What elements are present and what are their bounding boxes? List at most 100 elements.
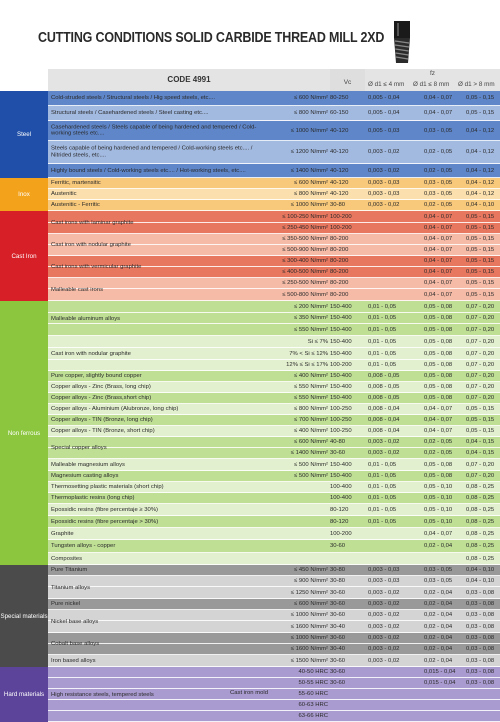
table-row: Cold-struded steels / Structural steels … (48, 91, 500, 106)
condition: Si ≤ 7% (307, 338, 328, 345)
fz-d1-gt8: 0,04 - 0,12 (466, 127, 495, 134)
fz-d1-gt8: 0,04 - 0,10 (466, 201, 495, 208)
table-row: Tungsten alloys - copper 30-60 0,02 - 0,04… (48, 540, 500, 553)
vc-value: 80-200 (330, 257, 349, 264)
condition: ≤ 1600 N/mm² (290, 645, 328, 652)
fz-d1-le8: 0,05 - 0,08 (424, 350, 453, 357)
fz-d1-le4: 0,008 - 0,04 (368, 427, 400, 434)
d1-le4-header: Ø d1 ≤ 4 mm (368, 81, 405, 88)
material-label: Austenitic (51, 190, 77, 197)
condition: ≤ 250-450 N/mm² (282, 224, 328, 231)
fz-d1-le4: 0,003 - 0,02 (368, 600, 400, 607)
material-label: Highly bound steels / Cold-working steel… (51, 167, 246, 174)
material-label: Thermoplastic resins (long chip) (51, 494, 135, 501)
table-row: ≤ 1000 N/mm² 30-60 0,003 - 0,02 0,02 - 0,04… (48, 633, 500, 644)
condition: 50-55 HRC (298, 679, 328, 686)
material-label: Malleable magnesium alloys (51, 461, 125, 468)
group-name: Non ferrous (7, 429, 41, 437)
fz-d1-le8: 0,02 - 0,04 (424, 542, 453, 549)
condition: ≤ 500 N/mm² (293, 472, 328, 479)
material-label: Iron based alloys (51, 657, 96, 664)
table-row: ≤ 250-500 N/mm² 80-200 0,04 - 0,07 0,05 - 0… (48, 278, 500, 289)
condition: ≤ 350 N/mm² (293, 314, 328, 321)
fz-d1-gt8: 0,03 - 0,08 (466, 657, 495, 664)
fz-d1-gt8: 0,07 - 0,20 (466, 461, 495, 468)
fz-d1-gt8: 0,07 - 0,20 (466, 326, 495, 333)
material-group-3: Non ferrous (0, 301, 48, 565)
fz-d1-le8: 0,04 - 0,07 (424, 291, 453, 298)
fz-d1-le4: 0,003 - 0,03 (368, 179, 400, 186)
vc-value: 80-120 (330, 506, 349, 513)
fz-d1-le8: 0,05 - 0,10 (424, 518, 453, 525)
fz-d1-gt8: 0,08 - 0,25 (466, 483, 495, 490)
fz-d1-le8: 0,04 - 0,07 (424, 246, 453, 253)
table-row: ≤ 600 N/mm² 40-80 0,003 - 0,02 0,02 - 0,05 0… (48, 437, 500, 448)
fz-d1-gt8: 0,08 - 0,25 (466, 555, 495, 562)
fz-d1-le8: 0,04 - 0,07 (424, 416, 453, 423)
vc-value: 30-60 (330, 449, 346, 456)
table-row: ≤ 900 N/mm² 30-80 0,003 - 0,03 0,03 - 0,05 0… (48, 576, 500, 587)
merged-material-label: Titanium alloys (51, 584, 91, 591)
fz-d1-le4: 0,01 - 0,05 (368, 361, 397, 368)
fz-d1-le8: 0,04 - 0,07 (424, 279, 453, 286)
fz-d1-le8: 0,03 - 0,05 (424, 127, 453, 134)
vc-value: 30-80 (330, 577, 346, 584)
fz-d1-gt8: 0,04 - 0,12 (466, 190, 495, 197)
condition: ≤ 100-250 N/mm² (282, 213, 328, 220)
condition: ≤ 800 N/mm² (293, 109, 328, 116)
fz-d1-gt8: 0,07 - 0,20 (466, 338, 495, 345)
fz-d1-le4: 0,003 - 0,02 (368, 634, 400, 641)
fz-d1-le8: 0,03 - 0,05 (424, 566, 453, 573)
table-row: 40-50 HRC 30-60 0,015 - 0,04 0,03 - 0,08 (48, 667, 500, 678)
code-header: CODE 4991 (48, 69, 330, 91)
vc-value: 80-200 (330, 291, 349, 298)
fz-d1-le4: 0,003 - 0,02 (368, 167, 400, 174)
fz-d1-le4: 0,003 - 0,02 (368, 438, 400, 445)
vc-value: 100-250 (330, 405, 352, 412)
table-row: ≤ 500-800 N/mm² 80-200 0,04 - 0,07 0,05 - 0… (48, 289, 500, 301)
fz-d1-gt8: 0,04 - 0,12 (466, 148, 495, 155)
vc-value: 30-60 (330, 600, 346, 607)
fz-d1-le8: 0,03 - 0,05 (424, 577, 453, 584)
material-label: Cold-struded steels / Structural steels … (51, 94, 216, 101)
table-row: Thermoplastic resins (long chip) 100-400 0… (48, 493, 500, 504)
material-label: Tungsten alloys - copper (51, 542, 116, 549)
vc-value: 80-250 (330, 94, 349, 101)
table-row: Ferritic, martensitic ≤ 600 N/mm² 40-120 0,… (48, 178, 500, 189)
fz-header: fz Ø d1 ≤ 4 mm Ø d1 ≤ 8 mm Ø d1 > 8 mm (365, 69, 500, 91)
fz-d1-le8: 0,02 - 0,04 (424, 623, 453, 630)
group-name: Steel (16, 131, 32, 138)
table-row: ≤ 300-400 N/mm² 80-200 0,04 - 0,07 0,05 - 0… (48, 256, 500, 267)
fz-d1-le4: 0,003 - 0,02 (368, 449, 400, 456)
fz-d1-gt8: 0,08 - 0,25 (466, 494, 495, 501)
fz-d1-gt8: 0,04 - 0,10 (466, 577, 495, 584)
vc-value: 100-250 (330, 416, 352, 423)
merged-material-label: High resistance steels, tempered steels (51, 691, 154, 698)
fz-d1-le8: 0,05 - 0,08 (424, 383, 453, 390)
table-row: ≤ 200 N/mm² 150-400 0,01 - 0,05 0,05 - 0,08… (48, 301, 500, 313)
material-label: Copper alloys - Zinc (Brass,short chip) (51, 394, 152, 401)
condition: ≤ 400 N/mm² (293, 427, 328, 434)
fz-d1-le8: 0,02 - 0,04 (424, 611, 453, 618)
condition: ≤ 550 N/mm² (293, 326, 328, 333)
fz-d1-gt8: 0,05 - 0,15 (466, 416, 495, 423)
table-row: Casehardened steels / Steels capable of … (48, 121, 500, 141)
fz-d1-gt8: 0,08 - 0,25 (466, 518, 495, 525)
table-row: Copper alloys - Zinc (Brass,short chip) ≤… (48, 393, 500, 404)
fz-d1-le4: 0,005 - 0,04 (368, 109, 400, 116)
material-label: Composites (51, 555, 83, 562)
fz-d1-le8: 0,02 - 0,04 (424, 657, 453, 664)
fz-d1-le4: 0,008 - 0,05 (368, 394, 400, 401)
material-label: Pure Titanium (51, 566, 88, 573)
fz-d1-le8: 0,02 - 0,05 (424, 148, 453, 155)
fz-d1-gt8: 0,05 - 0,15 (466, 224, 495, 231)
material-label: Structural steels / Casehardened steels … (51, 109, 209, 116)
fz-d1-gt8: 0,05 - 0,15 (466, 405, 495, 412)
fz-d1-le4: 0,003 - 0,03 (368, 566, 400, 573)
table-row: Copper alloys - Aluminium (Alubronze, lo… (48, 404, 500, 415)
vc-value: 100-200 (330, 530, 352, 537)
vc-value: 150-400 (330, 461, 352, 468)
vc-value: 80-200 (330, 235, 349, 242)
fz-d1-le8: 0,05 - 0,08 (424, 303, 453, 310)
fz-d1-gt8: 0,05 - 0,15 (466, 427, 495, 434)
